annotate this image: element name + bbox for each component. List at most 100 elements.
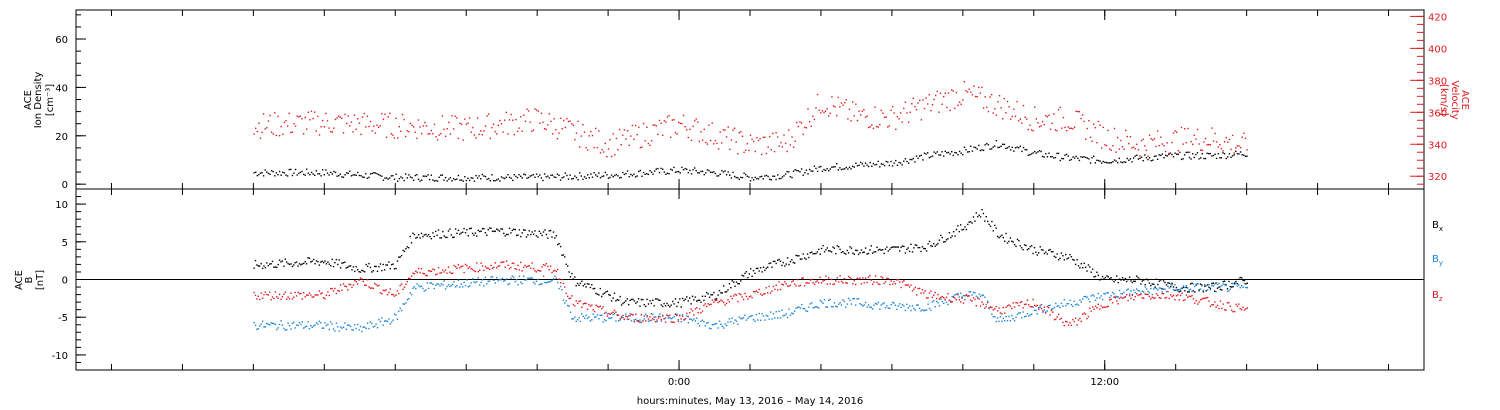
bottom-series-Bz-point xyxy=(382,289,384,292)
top-series-1-point xyxy=(419,126,421,128)
top-series-0-point xyxy=(513,174,515,176)
bottom-series-Bz-point xyxy=(663,318,665,320)
bottom-series-By-point xyxy=(1096,297,1098,299)
top-series-1-point xyxy=(1211,127,1213,129)
bottom-series-Bz-point xyxy=(274,291,277,293)
top-series-0-point xyxy=(662,168,664,170)
bottom-series-Bx-point xyxy=(1046,253,1048,255)
top-series-0-point xyxy=(992,146,994,148)
top-series-0-point xyxy=(1244,155,1247,157)
top-series-0-point xyxy=(1215,157,1218,160)
top-series-1-point xyxy=(411,124,413,127)
bottom-series-Bz-point xyxy=(328,294,330,297)
top-series-1-point xyxy=(395,117,397,119)
bottom-series-Bx-point xyxy=(307,257,309,259)
bottom-series-By-point xyxy=(789,314,792,316)
top-series-1-point xyxy=(756,137,758,139)
top-series-1-point xyxy=(888,125,891,127)
bottom-series-Bz-point xyxy=(1170,294,1172,296)
bottom-series-Bz-point xyxy=(903,280,905,282)
top-series-0-point xyxy=(590,173,592,175)
bottom-series-Bz-point xyxy=(964,295,966,297)
top-series-0-point xyxy=(1201,153,1203,155)
top-series-1-point xyxy=(784,142,787,145)
bottom-series-By-point xyxy=(681,314,684,316)
bottom-series-Bz-point xyxy=(917,287,919,290)
bottom-series-Bz-point xyxy=(884,281,887,283)
top-series-0-point xyxy=(1132,157,1135,159)
bottom-series-By-point xyxy=(408,298,410,300)
bottom-series-By-point xyxy=(388,318,390,320)
top-series-0-point xyxy=(738,178,740,180)
top-series-0-point xyxy=(417,178,420,180)
bottom-series-By-point xyxy=(1048,305,1050,307)
bottom-series-By-point xyxy=(676,313,678,315)
top-series-1-point xyxy=(979,92,982,94)
bottom-series-Bx-point xyxy=(645,305,647,308)
top-series-0-point xyxy=(686,168,688,170)
bottom-series-Bz-point xyxy=(1079,317,1081,320)
bottom-series-Bx-point xyxy=(934,245,936,247)
bottom-series-By-point xyxy=(425,289,427,291)
top-series-0-point xyxy=(1148,157,1151,159)
bottom-series-Bz-point xyxy=(1242,306,1244,308)
bottom-series-By-point xyxy=(1062,305,1064,307)
top-series-1-point xyxy=(457,137,460,140)
bottom-series-Bx-point xyxy=(1099,279,1101,281)
bottom-series-Bz-point xyxy=(1077,319,1080,321)
bottom-series-Bx-point xyxy=(738,283,740,285)
bottom-series-By-point xyxy=(321,327,323,329)
bottom-series-Bx-point xyxy=(575,285,577,287)
top-series-1-point xyxy=(283,121,286,124)
top-series-0-point xyxy=(1005,147,1007,150)
bottom-series-By-point xyxy=(405,302,407,304)
top-series-1-point xyxy=(655,125,657,127)
bottom-series-By-point xyxy=(464,284,467,287)
top-series-0-point xyxy=(540,177,543,179)
bottom-series-Bz-point xyxy=(1094,305,1097,307)
top-series-1-point xyxy=(489,137,491,140)
bottom-series-By-point xyxy=(950,300,952,302)
top-series-1-point xyxy=(687,136,689,139)
bottom-series-Bx-point xyxy=(337,263,339,266)
bottom-series-By-point xyxy=(341,327,343,329)
top-series-1-point xyxy=(919,99,921,102)
bottom-series-By-point xyxy=(1057,305,1060,307)
bottom-series-Bx-point xyxy=(469,227,471,230)
top-series-1-point xyxy=(781,146,784,148)
bottom-series-Bx-point xyxy=(961,229,963,231)
bottom-series-Bx-point xyxy=(721,292,723,294)
bottom-series-By-point xyxy=(470,282,472,284)
bottom-series-Bx-point xyxy=(254,259,257,262)
bottom-series-Bz-point xyxy=(449,271,451,273)
bottom-series-Bz-point xyxy=(748,296,750,298)
bottom-series-Bx-point xyxy=(552,231,555,233)
bottom-series-By-point xyxy=(337,326,339,328)
bottom-series-Bz-point xyxy=(633,321,635,323)
top-series-1-point xyxy=(848,108,851,110)
top-series-1-point xyxy=(623,129,626,131)
bottom-series-Bx-point xyxy=(856,249,858,252)
bottom-series-By-point xyxy=(602,321,604,323)
bottom-series-By-point xyxy=(1073,300,1075,302)
top-series-1-point xyxy=(1134,148,1136,150)
top-series-0-point xyxy=(1085,156,1087,159)
bottom-series-By-point xyxy=(1226,290,1229,293)
bottom-series-By-point xyxy=(823,299,826,301)
top-series-1-point xyxy=(432,133,434,135)
bottom-series-Bx-point xyxy=(582,285,584,287)
bottom-series-Bx-point xyxy=(818,248,820,251)
bottom-series-Bx-point xyxy=(1134,280,1136,283)
bottom-series-Bx-point xyxy=(947,238,949,240)
bottom-series-By-point xyxy=(829,298,831,301)
bottom-series-By-point xyxy=(463,281,465,283)
top-series-1-point xyxy=(1233,152,1235,154)
bottom-series-Bx-point xyxy=(359,271,362,273)
top-series-1-point xyxy=(397,137,399,139)
bottom-series-Bz-point xyxy=(950,301,952,303)
bottom-series-Bz-point xyxy=(1065,320,1067,323)
bottom-series-Bz-point xyxy=(626,316,628,318)
bottom-series-Bx-point xyxy=(782,261,784,264)
bottom-series-Bx-point xyxy=(901,245,904,247)
bottom-series-Bz-point xyxy=(823,279,826,281)
